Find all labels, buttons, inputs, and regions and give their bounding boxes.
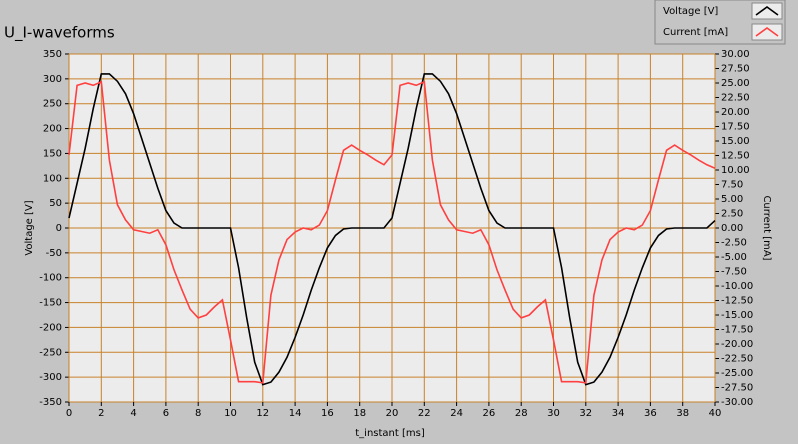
y2-tick-label: -25.00: [721, 368, 753, 379]
y-tick-label: -350: [39, 397, 62, 408]
y2-tick-label: 15.00: [721, 136, 750, 147]
y-tick-label: 300: [43, 74, 62, 85]
y-tick-label: 250: [43, 99, 62, 110]
y-tick-label: 350: [43, 49, 62, 60]
y2-tick-label: 27.50: [721, 64, 750, 75]
x-tick-label: 10: [224, 408, 237, 419]
x-tick-label: 24: [450, 408, 463, 419]
x-tick-label: 28: [515, 408, 528, 419]
x-tick-label: 38: [676, 408, 689, 419]
legend-swatch: [755, 6, 779, 16]
legend-swatch-box: [751, 23, 783, 41]
y2-tick-label: 2.50: [721, 209, 743, 220]
x-axis-label: t_instant [ms]: [355, 428, 425, 439]
x-tick-label: 32: [579, 408, 592, 419]
y-axis-label: Voltage [V]: [24, 200, 35, 255]
y-tick-label: -300: [39, 372, 62, 383]
y2-tick-label: -30.00: [721, 397, 753, 408]
y2-tick-label: 5.00: [721, 194, 743, 205]
y2-axis-label: Current [mA]: [761, 195, 772, 260]
legend-swatch-box: [751, 2, 783, 20]
y-tick-label: -250: [39, 347, 62, 358]
x-tick-label: 36: [644, 408, 657, 419]
y-tick-label: 0: [56, 223, 62, 234]
y-tick-label: 50: [49, 198, 62, 209]
legend-swatch: [755, 27, 779, 37]
y-tick-label: -100: [39, 273, 62, 284]
x-tick-label: 26: [483, 408, 496, 419]
x-tick-label: 12: [256, 408, 269, 419]
x-tick-label: 6: [163, 408, 169, 419]
legend-label: Voltage [V]: [663, 6, 718, 17]
y-tick-label: -200: [39, 322, 62, 333]
y2-tick-label: 7.50: [721, 180, 743, 191]
y2-tick-label: -27.50: [721, 383, 753, 394]
y2-tick-label: -2.50: [721, 238, 747, 249]
x-tick-label: 18: [353, 408, 366, 419]
x-tick-label: 20: [386, 408, 399, 419]
y2-tick-label: -20.00: [721, 339, 753, 350]
x-tick-label: 4: [130, 408, 136, 419]
chart-title: U_I-waveforms: [4, 24, 115, 43]
y2-tick-label: -22.50: [721, 354, 753, 365]
y-tick-label: 150: [43, 148, 62, 159]
y2-tick-label: 10.00: [721, 165, 750, 176]
y2-tick-label: 22.50: [721, 93, 750, 104]
y2-tick-label: -17.50: [721, 325, 753, 336]
y2-tick-label: -12.50: [721, 296, 753, 307]
x-tick-label: 14: [289, 408, 302, 419]
y2-tick-label: -5.00: [721, 252, 747, 263]
y2-tick-label: 17.50: [721, 122, 750, 133]
x-tick-label: 34: [612, 408, 625, 419]
y-tick-label: -150: [39, 298, 62, 309]
x-tick-label: 0: [66, 408, 72, 419]
y2-tick-label: 25.00: [721, 78, 750, 89]
y2-tick-label: 0.00: [721, 223, 743, 234]
x-tick-label: 22: [418, 408, 431, 419]
legend-label: Current [mA]: [663, 27, 728, 38]
x-tick-label: 2: [98, 408, 104, 419]
y-tick-label: 100: [43, 173, 62, 184]
y-tick-label: -50: [46, 248, 62, 259]
series-line: [68, 73, 716, 386]
y2-tick-label: -7.50: [721, 267, 747, 278]
series-line: [68, 80, 716, 384]
y2-tick-label: -10.00: [721, 281, 753, 292]
y2-tick-label: 12.50: [721, 151, 750, 162]
x-tick-label: 40: [709, 408, 722, 419]
y-tick-label: 200: [43, 124, 62, 135]
y2-tick-label: -15.00: [721, 310, 753, 321]
y2-tick-label: 20.00: [721, 107, 750, 118]
x-tick-label: 30: [547, 408, 560, 419]
y2-tick-label: 30.00: [721, 49, 750, 60]
x-tick-label: 8: [195, 408, 201, 419]
x-tick-label: 16: [321, 408, 334, 419]
